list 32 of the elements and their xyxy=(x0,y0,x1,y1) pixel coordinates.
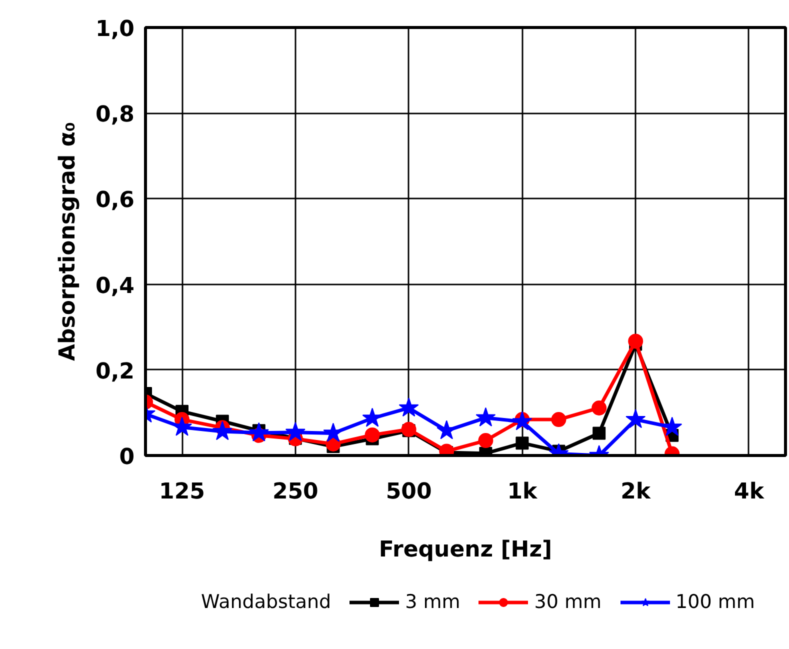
legend-label: 3 mm xyxy=(405,591,460,613)
y-tick-label: 0,8 xyxy=(96,102,135,128)
x-tick-label: 500 xyxy=(386,480,432,504)
point xyxy=(628,334,644,349)
x-tick-label: 125 xyxy=(159,480,205,504)
point xyxy=(551,412,566,428)
point xyxy=(212,421,232,440)
point xyxy=(476,407,496,426)
x-axis-title: Frequenz [Hz] xyxy=(378,538,552,562)
y-tick-label: 0,4 xyxy=(96,274,135,299)
legend-title: Wandabstand xyxy=(201,591,332,613)
point xyxy=(516,436,529,450)
point xyxy=(626,409,646,428)
y-tick-label: 0 xyxy=(119,445,135,470)
point xyxy=(401,422,416,437)
y-tick-label: 0,2 xyxy=(96,359,135,384)
point xyxy=(398,397,419,417)
x-tick-label: 1k xyxy=(507,480,539,504)
y-axis-title: Absorptionsgrad α₀ xyxy=(56,122,81,362)
point xyxy=(364,427,380,442)
point xyxy=(662,416,682,436)
point xyxy=(248,422,269,442)
point xyxy=(512,411,532,430)
point xyxy=(285,422,306,441)
x-tick-label: 2k xyxy=(620,480,652,504)
legend-label: 30 mm xyxy=(534,591,602,613)
y-tick-label: 1,0 xyxy=(96,17,135,42)
point xyxy=(478,433,494,448)
y-tick-label: 0,6 xyxy=(96,188,135,214)
x-tick-label: 250 xyxy=(272,480,318,504)
legend-label: 100 mm xyxy=(676,591,755,613)
x-tick-label: 4k xyxy=(734,480,766,504)
